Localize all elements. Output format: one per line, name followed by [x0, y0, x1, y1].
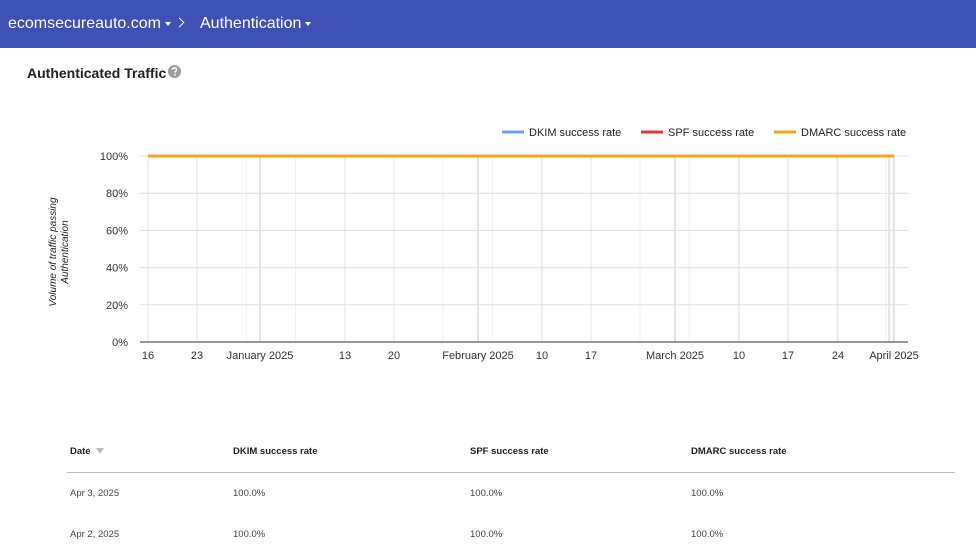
panel-title: Authenticated Traffic: [27, 65, 167, 81]
x-tick-label: 23: [191, 350, 203, 362]
table-cell: 100.0%: [233, 488, 266, 499]
x-tick-label: 17: [782, 350, 794, 362]
column-header[interactable]: Date: [70, 446, 104, 458]
x-tick-label: 10: [536, 350, 548, 362]
chart: 16 23 January 2025 13 20 February 2025 10 17 Mar…: [100, 127, 919, 362]
legend-label: DKIM success rate: [529, 127, 621, 139]
y-tick-label: 20%: [106, 300, 128, 312]
table-cell: Apr 3, 2025: [70, 488, 120, 499]
x-tick-label: 20: [388, 350, 400, 362]
table-cell: 100.0%: [470, 529, 503, 540]
column-header: DKIM success rate: [233, 446, 318, 457]
y-tick-label: 40%: [106, 263, 128, 275]
y-axis-label: Volume of traffic passing Authentication: [48, 197, 71, 307]
x-tick-label: 24: [832, 350, 844, 362]
x-tick-label: 16: [142, 350, 154, 362]
caret: [305, 21, 312, 26]
x-tick-label: 10: [733, 350, 745, 362]
top-bar: ecomsecureauto.com Authentication: [0, 0, 976, 48]
domain-name: ecomsecureauto.com: [8, 15, 161, 32]
domain-menu[interactable]: ecomsecureauto.com: [8, 15, 171, 33]
caret: [164, 21, 171, 26]
table-cell: 100.0%: [691, 488, 724, 499]
x-tick-label: 17: [585, 350, 597, 362]
x-tick-label: March 2025: [646, 350, 704, 362]
column-header: DMARC success rate: [691, 446, 787, 457]
x-tick-label: February 2025: [442, 350, 514, 362]
legend-label: SPF success rate: [668, 127, 754, 139]
section-menu[interactable]: Authentication: [200, 15, 312, 33]
y-tick-label: 80%: [106, 188, 128, 200]
help-icon[interactable]: [168, 65, 181, 78]
x-tick-label: January 2025: [227, 350, 294, 362]
table-cell: 100.0%: [691, 529, 724, 540]
table-cell: 100.0%: [233, 529, 266, 540]
column-header: SPF success rate: [470, 446, 549, 457]
header-rule: [67, 472, 955, 473]
table-cell: 100.0%: [470, 488, 503, 499]
section-name: Authentication: [200, 15, 302, 32]
legend-label: DMARC success rate: [801, 127, 906, 139]
x-tick-label: April 2025: [869, 350, 919, 362]
y-tick-label: 100%: [100, 151, 128, 163]
sort-arrow: [95, 448, 104, 455]
y-tick-label: 0%: [112, 337, 128, 349]
table-cell: Apr 2, 2025: [70, 529, 120, 540]
x-tick-label: 13: [339, 350, 351, 362]
y-tick-label: 60%: [106, 225, 128, 237]
